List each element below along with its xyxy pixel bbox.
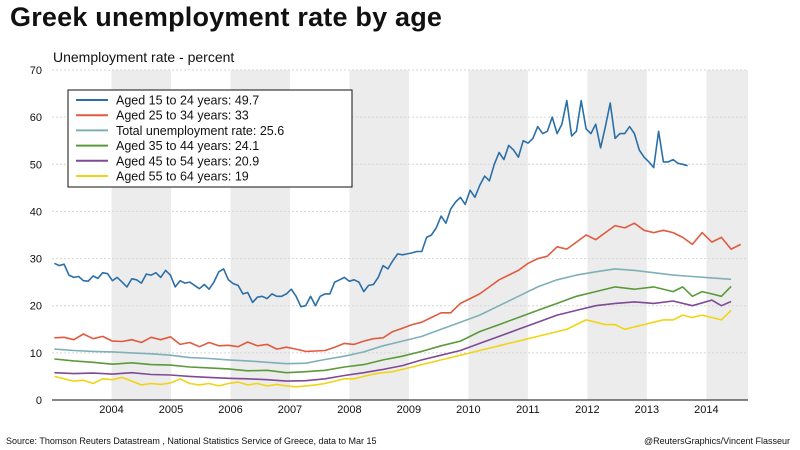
legend-label-2: Total unemployment rate: 25.6 <box>116 124 284 138</box>
x-tick-label-2007: 2007 <box>278 404 302 416</box>
series-lines <box>54 99 742 388</box>
y-tick-label-50: 50 <box>30 159 42 171</box>
x-tick-label-2011: 2011 <box>516 404 540 416</box>
x-tick-label-2006: 2006 <box>218 404 242 416</box>
shaded-band-5 <box>706 70 748 400</box>
legend-label-3: Aged 35 to 44 years: 24.1 <box>116 139 259 153</box>
series-line-0 <box>54 99 688 308</box>
y-tick-label-30: 30 <box>30 254 42 266</box>
series-line-2 <box>54 268 732 365</box>
x-tick-label-2008: 2008 <box>337 404 361 416</box>
series-line-4 <box>54 299 732 382</box>
x-axis: 2004 2005 2006 2007 2008 2009 2010 2011 2012 2013… <box>99 404 718 416</box>
x-tick-label-2014: 2014 <box>694 404 718 416</box>
source-note: Source: Thomson Reuters Datastream , Nat… <box>6 436 377 446</box>
legend-label-1: Aged 25 to 34 years: 33 <box>116 109 249 123</box>
credit-note: @ReutersGraphics/Vincent Flasseur <box>643 436 790 446</box>
legend-label-0: Aged 15 to 24 years: 49.7 <box>116 94 259 108</box>
series-line-1 <box>54 222 742 353</box>
shaded-year-bands <box>111 70 748 400</box>
x-tick-label-2005: 2005 <box>159 404 183 416</box>
x-tick-label-2013: 2013 <box>635 404 659 416</box>
series-line-3 <box>54 285 732 374</box>
series-line-5 <box>54 309 732 388</box>
shaded-band-4 <box>587 70 647 400</box>
chart-title: Greek unemployment rate by age <box>10 2 443 32</box>
x-tick-label-2010: 2010 <box>456 404 480 416</box>
y-tick-label-70: 70 <box>30 65 42 77</box>
y-axis: 0 10 20 30 40 50 60 70 <box>30 65 748 407</box>
legend-label-4: Aged 45 to 54 years: 20.9 <box>116 154 259 168</box>
y-tick-label-20: 20 <box>30 301 42 313</box>
y-tick-label-10: 10 <box>30 348 42 360</box>
y-axis-label: Unemployment rate - percent <box>53 49 235 65</box>
y-tick-label-40: 40 <box>30 206 42 218</box>
x-tick-label-2009: 2009 <box>397 404 421 416</box>
x-tick-label-2004: 2004 <box>99 404 123 416</box>
gridlines <box>52 69 748 354</box>
shaded-band-2 <box>349 70 409 400</box>
y-tick-label-60: 60 <box>30 112 42 124</box>
y-tick-label-0: 0 <box>36 395 42 407</box>
legend-label-5: Aged 55 to 64 years: 19 <box>116 170 249 184</box>
shaded-band-3 <box>468 70 528 400</box>
x-tick-label-2012: 2012 <box>575 404 599 416</box>
legend-box <box>67 89 353 188</box>
